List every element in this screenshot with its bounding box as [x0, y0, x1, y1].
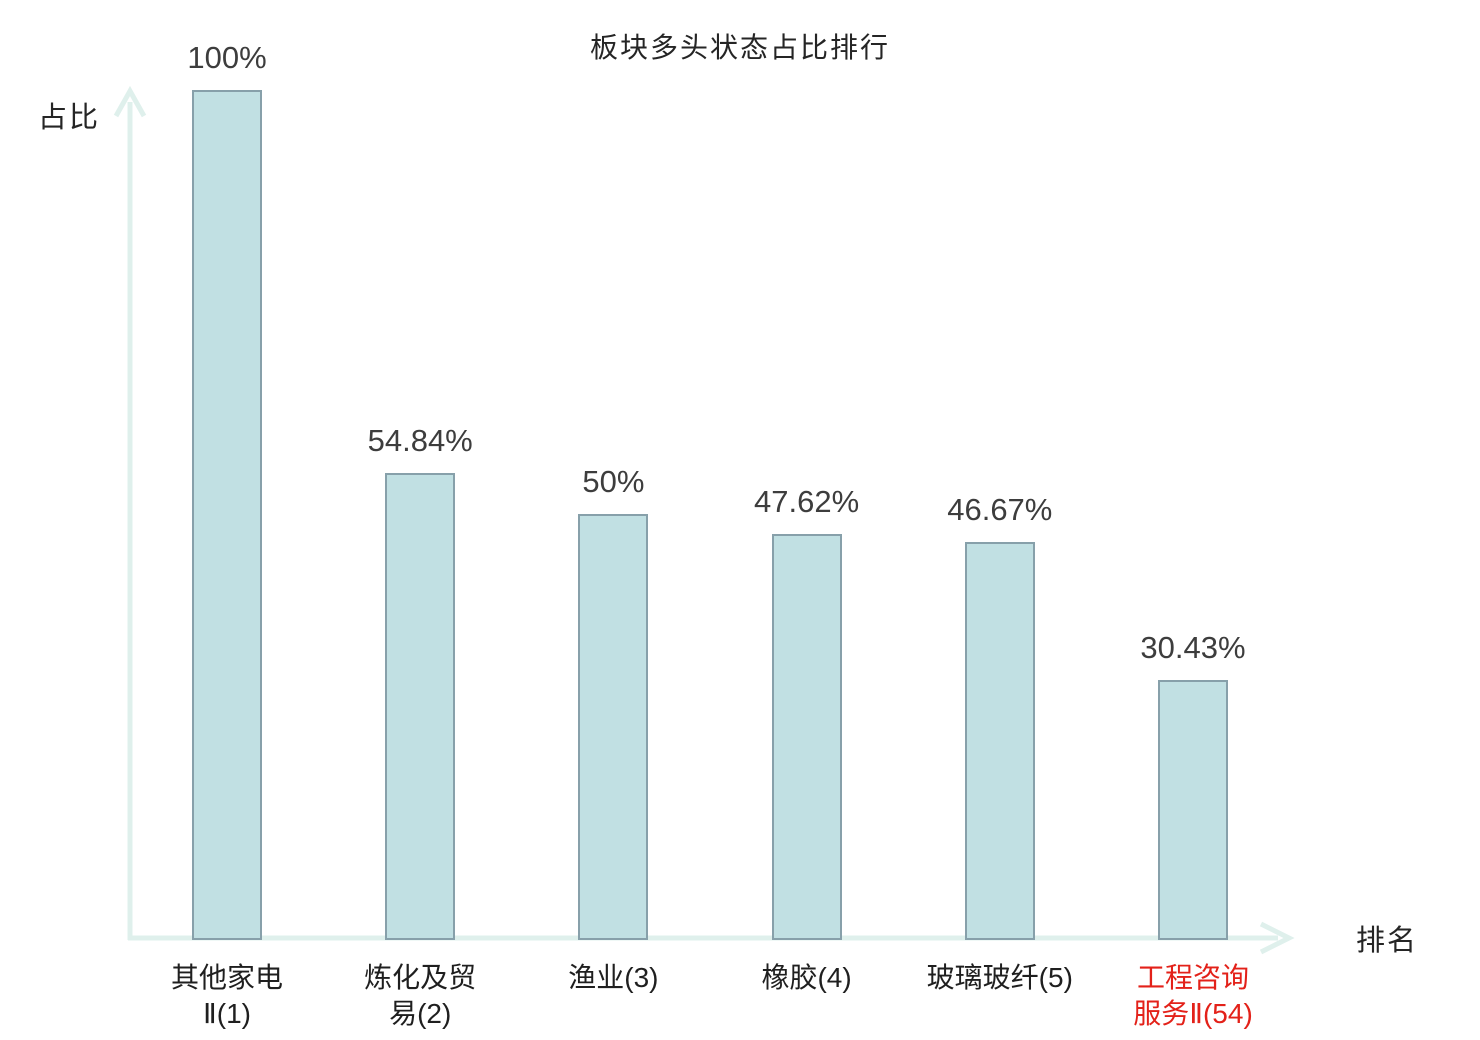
y-axis-arrow-icon [113, 85, 147, 118]
bar-value-label: 100% [187, 40, 267, 75]
category-label-line: 炼化及贸 [364, 962, 477, 993]
bar [192, 90, 262, 940]
bar [964, 542, 1035, 940]
bar-value-label: 46.67% [947, 492, 1053, 527]
bar [385, 473, 456, 940]
bar [578, 514, 649, 940]
bar-value-label: 30.43% [1140, 630, 1246, 665]
category-label: 其他家电 Ⅱ(1) [107, 960, 347, 1032]
bar-value-label: 47.62% [754, 484, 860, 519]
category-label-line: Ⅱ(1) [202, 998, 251, 1029]
category-label: 炼化及贸易(2) [300, 960, 540, 1032]
y-axis-label: 占比 [38, 102, 101, 134]
x-axis-arrow-icon [1259, 921, 1295, 955]
category-label-line: 工程咨询 [1136, 962, 1249, 993]
category-label-line: 其他家电 [170, 962, 283, 993]
category-label: 橡胶(4) [687, 960, 927, 996]
category-label-line: 玻璃玻纤(5) [926, 962, 1073, 993]
category-label-line: 橡胶(4) [761, 962, 852, 993]
bar [771, 534, 842, 940]
bar [1158, 680, 1228, 940]
bar-value-label: 54.84% [367, 423, 473, 458]
category-label: 渔业(3) [493, 960, 733, 996]
category-label-line: 渔业(3) [568, 962, 659, 993]
category-label: 工程咨询服务Ⅱ(54) [1073, 960, 1313, 1032]
x-axis-label: 排名 [1356, 925, 1419, 957]
category-label: 玻璃玻纤(5) [880, 960, 1120, 996]
chart-title: 板块多头状态占比排行 [589, 32, 890, 63]
bar-value-label: 50% [582, 464, 645, 499]
category-label-line: 易(2) [389, 998, 452, 1029]
category-label-line: 服务Ⅱ(54) [1133, 998, 1253, 1029]
